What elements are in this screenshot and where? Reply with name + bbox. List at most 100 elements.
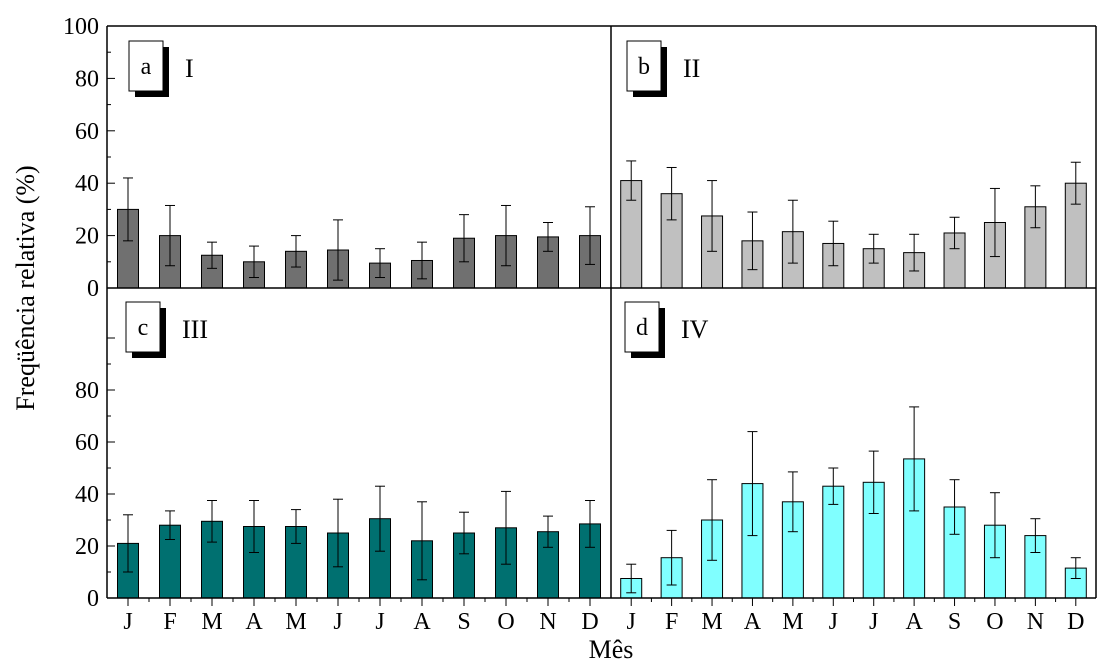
panel-box-d	[624, 301, 660, 353]
month-label-0-1: J	[123, 609, 132, 635]
y-axis-label: Freqüência relativa (%)	[11, 165, 40, 410]
bars-layer	[117, 160, 1087, 599]
error-bar-c-11	[543, 515, 553, 548]
error-bar-b-11	[1030, 185, 1041, 229]
month-label-0-3: M	[201, 609, 222, 635]
panel-box-b	[626, 40, 662, 92]
error-bar-c-7	[375, 485, 385, 552]
error-bar-a-1	[123, 177, 133, 242]
y-tick-label-top-0: 0	[87, 276, 99, 302]
month-label-0-2: F	[163, 609, 176, 635]
error-bar-d-9	[949, 479, 960, 535]
error-bar-b-12	[1070, 161, 1081, 205]
error-bar-a-9	[459, 214, 469, 263]
y-tick-label-top-40: 40	[75, 171, 99, 197]
month-label-1-9: S	[948, 609, 961, 635]
month-label-1-2: F	[665, 609, 678, 635]
month-label-0-8: A	[413, 609, 431, 635]
panel-roman-d: IV	[681, 315, 709, 344]
error-bar-d-4	[747, 431, 758, 537]
error-bar-a-4	[249, 245, 259, 279]
error-bar-b-8	[909, 233, 920, 272]
error-bar-b-2	[666, 166, 677, 221]
error-bar-c-10	[501, 490, 511, 565]
error-bar-a-12	[585, 206, 595, 265]
error-bar-d-11	[1030, 518, 1041, 553]
error-bar-d-5	[787, 471, 798, 533]
month-label-1-11: N	[1027, 609, 1044, 635]
frame-layer	[106, 25, 1097, 606]
error-bar-b-4	[747, 211, 758, 271]
error-bar-b-5	[787, 199, 798, 264]
y-tick-label-top-20: 20	[75, 224, 99, 250]
error-bar-c-12	[585, 500, 595, 548]
error-bar-a-11	[543, 222, 553, 252]
error-bar-a-10	[501, 204, 511, 267]
month-label-1-5: M	[782, 609, 803, 635]
month-label-0-10: O	[497, 609, 514, 635]
error-bar-b-9	[949, 216, 960, 250]
error-bar-c-8	[417, 501, 427, 581]
error-bar-a-7	[375, 248, 385, 279]
month-label-0-4: A	[245, 609, 263, 635]
month-label-1-7: J	[869, 609, 878, 635]
error-bar-c-3	[207, 500, 217, 543]
error-bar-c-1	[123, 514, 133, 573]
y-tick-label-top-60: 60	[75, 119, 99, 145]
month-label-0-11: N	[539, 609, 556, 635]
month-label-0-5: M	[285, 609, 306, 635]
panel-box-a	[128, 40, 164, 92]
x-axis-label: Mês	[589, 635, 634, 664]
error-bar-d-7	[868, 450, 879, 514]
y-tick-label-bottom-20: 20	[75, 534, 99, 560]
panel-letter-a: a	[141, 54, 152, 80]
month-label-1-6: J	[829, 609, 838, 635]
panel-letter-c: c	[138, 315, 149, 341]
error-bar-d-6	[828, 467, 839, 505]
y-tick-label-bottom-0: 0	[87, 586, 99, 612]
error-bar-b-1	[626, 160, 637, 201]
month-label-0-6: J	[333, 609, 342, 635]
error-bar-c-9	[459, 511, 469, 555]
y-tick-label-bottom-80: 80	[75, 378, 99, 404]
panel-roman-b: II	[683, 54, 700, 83]
month-label-1-4: A	[744, 609, 762, 635]
error-bar-d-12	[1070, 557, 1081, 579]
error-bar-c-2	[165, 510, 175, 540]
error-bar-b-3	[707, 180, 718, 252]
y-tick-label-top-80: 80	[75, 66, 99, 92]
error-bar-b-10	[989, 187, 1000, 258]
panel-letter-b: b	[638, 54, 650, 80]
month-label-0-7: J	[375, 609, 384, 635]
panel-roman-a: I	[185, 54, 194, 83]
error-bar-b-7	[868, 233, 879, 264]
error-bar-d-8	[909, 406, 920, 512]
error-bar-d-2	[666, 529, 677, 586]
month-label-1-3: M	[701, 609, 722, 635]
panel-letter-d: d	[636, 315, 648, 341]
error-bar-b-6	[828, 220, 839, 267]
error-bar-c-5	[291, 509, 301, 544]
error-bar-a-2	[165, 204, 175, 267]
panel-box-c	[125, 301, 161, 353]
month-label-1-10: O	[986, 609, 1003, 635]
error-bar-a-6	[333, 219, 343, 281]
error-bar-d-10	[989, 492, 1000, 559]
error-bar-a-3	[207, 241, 217, 269]
error-bar-d-1	[626, 563, 637, 594]
error-bar-a-5	[291, 235, 301, 268]
month-label-1-8: A	[905, 609, 923, 635]
month-label-1-1: J	[627, 609, 636, 635]
error-bar-d-3	[707, 479, 718, 561]
panel-roman-c: III	[182, 315, 208, 344]
y-tick-label-bottom-60: 60	[75, 430, 99, 456]
error-bar-c-6	[333, 498, 343, 568]
y-tick-label-bottom-40: 40	[75, 482, 99, 508]
month-label-0-9: S	[457, 609, 470, 635]
y-tick-label-top-100: 100	[63, 14, 99, 40]
error-bar-c-4	[249, 500, 259, 553]
month-label-0-12: D	[581, 609, 598, 635]
month-label-1-12: D	[1067, 609, 1084, 635]
